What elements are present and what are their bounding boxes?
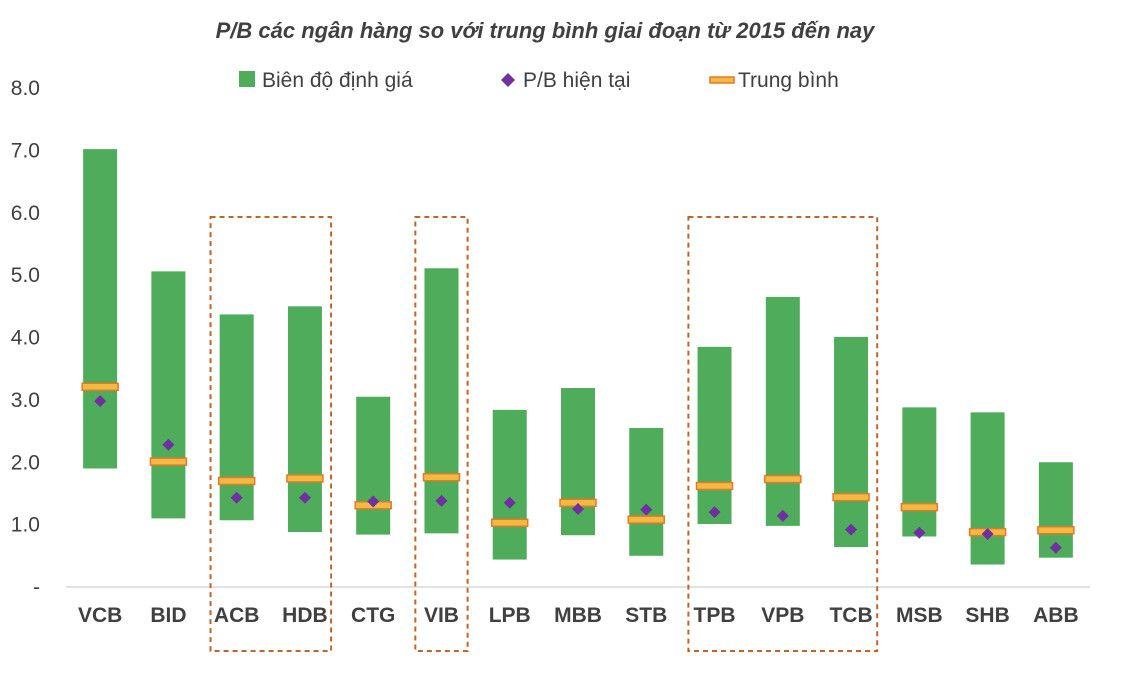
mean-marker (490, 518, 529, 528)
mean-marker (217, 476, 256, 486)
mean-marker (764, 474, 802, 484)
y-tick-label: 3.0 (11, 389, 40, 412)
range-bar (902, 407, 937, 537)
current-pb-marker (845, 523, 858, 536)
legend: Biên độ định giá P/B hiện tại Trung bình (239, 69, 839, 92)
y-tick-label: 7.0 (11, 139, 40, 162)
x-tick-label: LPB (489, 604, 531, 627)
range-bar (356, 396, 391, 535)
legend-label-range: Biên độ định giá (262, 69, 413, 92)
current-markers (94, 395, 1062, 554)
y-tick-label: 6.0 (11, 202, 40, 225)
range-bar (629, 427, 664, 556)
legend-swatch-range (239, 71, 255, 87)
x-tick-label: ABB (1033, 604, 1079, 627)
mean-marker (81, 382, 119, 392)
current-pb-marker (230, 491, 243, 504)
legend-label-mean: Trung bình (738, 69, 839, 92)
y-tick-label: 2.0 (11, 451, 40, 474)
x-tick-label: VPB (761, 604, 804, 627)
y-tick-label: 4.0 (11, 327, 40, 350)
y-tick-label: - (33, 576, 40, 599)
range-bar (424, 268, 459, 534)
mean-marker (832, 492, 870, 502)
range-bar (970, 412, 1005, 565)
highlight-box (209, 216, 333, 652)
highlight-boxes (209, 216, 879, 652)
current-pb-marker (572, 503, 584, 516)
current-pb-marker (981, 527, 994, 540)
current-pb-marker (94, 395, 107, 408)
range-bar (492, 409, 527, 560)
y-tick-label: 1.0 (11, 514, 40, 537)
range-bar (834, 336, 869, 548)
current-pb-marker (776, 509, 789, 522)
mean-marker (286, 474, 324, 483)
current-pb-marker (435, 494, 448, 507)
mean-marker (900, 502, 939, 512)
x-tick-label: VIB (424, 604, 459, 627)
range-bar (765, 296, 800, 526)
y-tick-label: 5.0 (11, 264, 40, 287)
highlight-box (687, 216, 879, 652)
mean-marker (695, 481, 734, 491)
y-tick-label: 8.0 (11, 77, 40, 100)
legend-label-current: P/B hiện tại (523, 69, 630, 92)
x-tick-label: BID (150, 604, 186, 627)
current-pb-marker (913, 526, 926, 539)
range-bar (219, 314, 254, 521)
current-pb-marker (298, 491, 311, 504)
current-pb-marker (162, 438, 175, 451)
mean-marker (422, 472, 461, 482)
mean-marker (627, 515, 666, 524)
x-tick-label: TPB (694, 604, 736, 627)
mean-marker (149, 457, 188, 466)
legend-swatch-mean (709, 76, 735, 84)
x-axis-labels: VCB BID ACB HDB CTG VIB LPB MBB STB TPB VPB TCB MSB S… (78, 604, 1079, 627)
x-tick-label: TCB (829, 604, 872, 627)
x-tick-label: HDB (282, 604, 328, 627)
range-bar (697, 346, 732, 525)
mean-lines (81, 382, 1075, 537)
x-tick-label: ACB (214, 604, 260, 627)
y-axis: - 1.0 2.0 3.0 4.0 5.0 6.0 7.0 8.0 (11, 77, 40, 599)
current-pb-marker (708, 506, 721, 519)
x-tick-label: MBB (554, 604, 602, 627)
x-tick-label: STB (625, 604, 667, 627)
current-pb-marker (640, 503, 653, 516)
range-bar (151, 271, 186, 519)
mean-marker (1037, 525, 1075, 535)
x-tick-label: MSB (896, 604, 943, 627)
chart-title: P/B các ngân hàng so với trung bình giai… (216, 18, 877, 43)
legend-marker-current (501, 73, 515, 87)
current-pb-marker (367, 495, 380, 508)
current-pb-marker (1049, 541, 1062, 554)
x-tick-label: CTG (351, 604, 395, 627)
x-tick-label: VCB (78, 604, 122, 627)
x-tick-label: SHB (965, 604, 1009, 627)
range-bar (83, 149, 118, 469)
current-pb-marker (503, 496, 516, 509)
